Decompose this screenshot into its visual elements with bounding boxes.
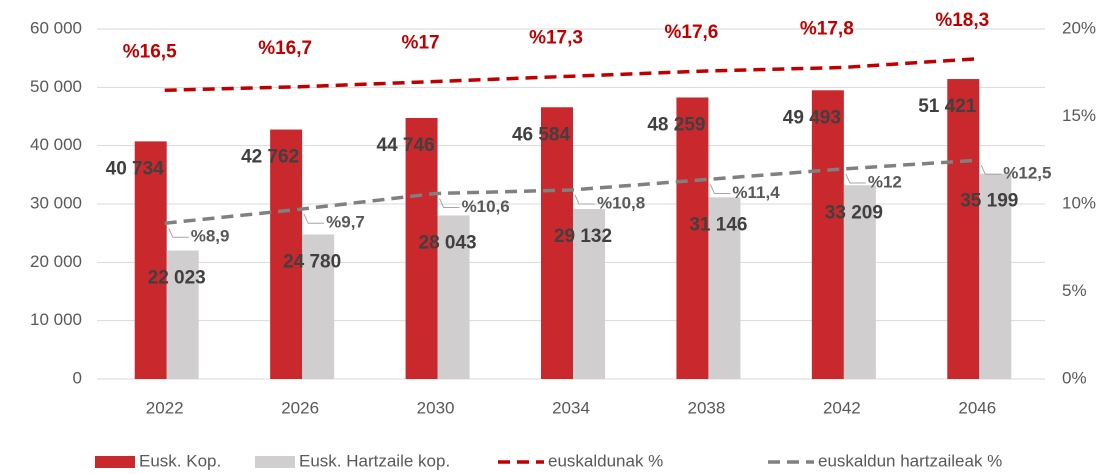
data-label: %16,7 <box>258 38 312 59</box>
y2-tick-label: 0% <box>1062 368 1087 387</box>
data-label: 42 762 <box>241 147 299 168</box>
y2-tick-label: 10% <box>1062 193 1096 212</box>
y2-tick-label: 15% <box>1062 106 1096 125</box>
legend-swatch <box>95 456 135 468</box>
leader-line <box>168 228 189 238</box>
data-label: %12 <box>868 172 902 191</box>
data-label: %10,8 <box>597 193 645 212</box>
y-tick-label: 40 000 <box>30 135 82 154</box>
data-label: 51 421 <box>918 96 977 117</box>
leader-line <box>980 165 1002 175</box>
data-label: %17,6 <box>664 22 718 43</box>
x-tick-label: 2034 <box>552 398 590 417</box>
legend-label: Eusk. Kop. <box>139 451 221 470</box>
leader-line <box>845 173 866 184</box>
legend-label: Eusk. Hartzaile kop. <box>299 451 450 470</box>
data-label: 29 132 <box>554 226 612 247</box>
data-label: 24 780 <box>283 251 341 272</box>
data-label: %9,7 <box>326 213 365 232</box>
legend-swatch <box>255 456 295 468</box>
bar <box>166 250 199 379</box>
bar <box>947 79 980 380</box>
x-tick-label: 2038 <box>688 398 726 417</box>
y-tick-label: 10 000 <box>30 310 82 329</box>
bar <box>405 117 438 380</box>
x-tick-label: 2030 <box>417 398 455 417</box>
data-label: %11,4 <box>732 183 780 202</box>
y-tick-label: 30 000 <box>30 193 82 212</box>
data-label: 48 259 <box>647 115 705 136</box>
data-label: 35 199 <box>960 191 1018 212</box>
bar <box>573 209 605 379</box>
y2-tick-label: 5% <box>1062 281 1087 300</box>
bar <box>134 141 167 379</box>
bar <box>676 97 709 379</box>
line <box>164 158 978 225</box>
bar <box>843 185 876 379</box>
x-tick-label: 2022 <box>146 398 184 417</box>
bar <box>708 197 741 379</box>
data-label: %17,8 <box>800 19 854 40</box>
leader-line <box>709 184 731 194</box>
data-label: 40 734 <box>106 158 165 179</box>
x-tick-label: 2046 <box>958 398 996 417</box>
bar <box>979 173 1012 379</box>
legend-label: euskaldunak % <box>548 451 663 470</box>
y2-tick-label: 20% <box>1062 18 1096 37</box>
bar <box>811 90 844 379</box>
bar <box>437 215 470 379</box>
line <box>164 57 978 92</box>
data-label: 44 746 <box>377 135 435 156</box>
legend-label: euskaldun hartzaileak % <box>818 451 1002 470</box>
data-label: %8,9 <box>191 227 230 246</box>
y-tick-label: 20 000 <box>30 252 82 271</box>
leader-line <box>574 194 595 205</box>
data-label: 22 023 <box>148 268 206 289</box>
bar <box>302 234 335 379</box>
y-tick-label: 50 000 <box>30 77 82 96</box>
data-label: 28 043 <box>419 232 477 253</box>
bar <box>541 107 573 379</box>
data-label: %10,6 <box>462 197 510 216</box>
data-label: 33 209 <box>825 202 883 223</box>
data-label: %16,5 <box>123 41 177 62</box>
data-label: %17 <box>402 33 440 54</box>
y-tick-label: 60 000 <box>30 18 82 37</box>
data-label: 46 584 <box>512 124 571 145</box>
bar <box>270 129 303 379</box>
leader-line <box>439 198 460 208</box>
data-label: %12,5 <box>1003 164 1051 183</box>
data-label: %18,3 <box>935 10 989 31</box>
y-tick-label: 0 <box>73 368 82 387</box>
x-tick-label: 2026 <box>281 398 319 417</box>
x-tick-label: 2042 <box>823 398 861 417</box>
data-label: %17,3 <box>529 27 583 48</box>
data-label: 31 146 <box>689 214 747 235</box>
leader-line <box>303 214 325 224</box>
data-label: 49 493 <box>783 107 841 128</box>
